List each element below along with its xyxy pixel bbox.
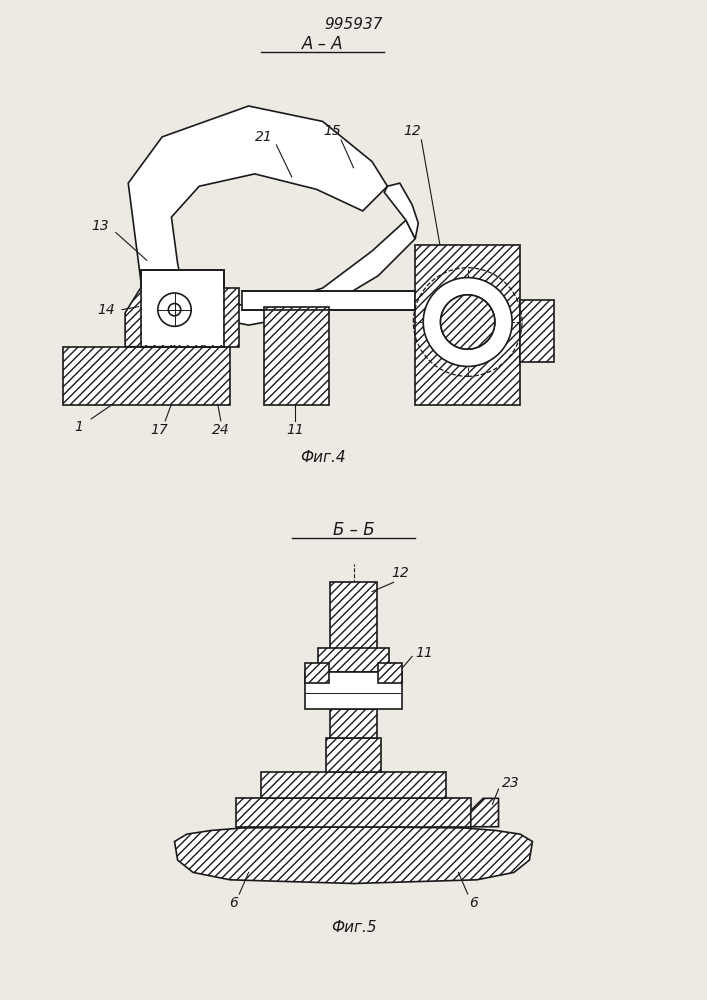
Bar	[415, 245, 520, 405]
Text: 14: 14	[98, 303, 115, 317]
Polygon shape	[175, 827, 532, 884]
Bar	[326, 738, 381, 772]
Text: 12: 12	[403, 124, 421, 138]
Text: Б – Б: Б – Б	[333, 521, 374, 539]
Text: 15: 15	[323, 124, 341, 138]
Text: 11: 11	[416, 646, 433, 660]
Bar	[236, 798, 471, 827]
Text: Фиг.4: Фиг.4	[300, 450, 346, 465]
Circle shape	[423, 278, 512, 366]
Text: 1: 1	[74, 420, 83, 434]
Text: 13: 13	[92, 219, 110, 233]
Bar	[264, 307, 329, 405]
Text: 12: 12	[391, 566, 409, 580]
Text: 23: 23	[502, 776, 520, 790]
Text: 995937: 995937	[325, 17, 382, 32]
Polygon shape	[175, 220, 415, 325]
Bar	[520, 300, 554, 362]
Bar	[305, 672, 402, 709]
Bar	[243, 291, 415, 310]
Text: 17: 17	[150, 423, 168, 437]
Text: 21: 21	[255, 130, 273, 144]
Polygon shape	[128, 106, 387, 279]
Polygon shape	[471, 798, 498, 827]
Polygon shape	[440, 295, 495, 349]
Bar	[330, 582, 377, 672]
Polygon shape	[125, 288, 175, 347]
Text: 6: 6	[228, 896, 238, 910]
Circle shape	[440, 295, 495, 349]
Text: А – А: А – А	[302, 35, 344, 53]
Text: Фиг.5: Фиг.5	[331, 920, 376, 935]
Text: 6: 6	[469, 896, 479, 910]
Circle shape	[440, 295, 495, 349]
Polygon shape	[385, 183, 419, 239]
Bar	[142, 271, 223, 345]
Bar	[141, 270, 224, 347]
Bar	[64, 347, 230, 405]
Bar	[305, 663, 329, 683]
Bar	[317, 648, 390, 672]
Bar	[261, 772, 446, 798]
Bar	[330, 709, 377, 738]
Circle shape	[158, 293, 191, 326]
Bar	[141, 270, 224, 347]
Text: 24: 24	[212, 423, 230, 437]
Bar	[378, 663, 402, 683]
Text: 11: 11	[286, 423, 304, 437]
Bar	[202, 288, 240, 347]
Circle shape	[168, 304, 181, 316]
